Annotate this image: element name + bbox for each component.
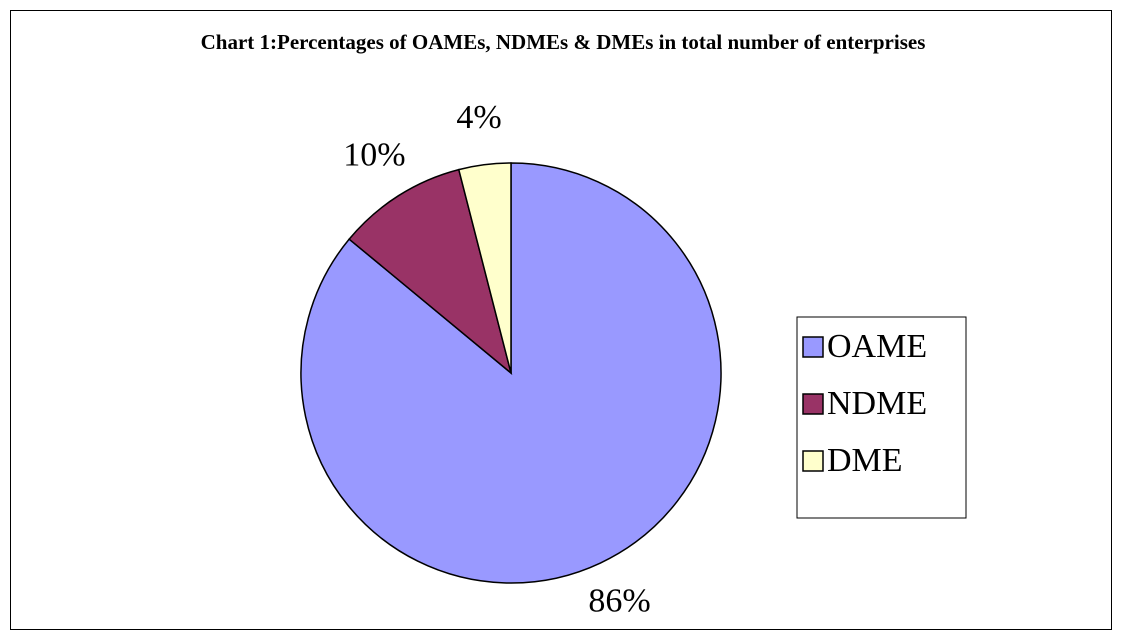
chart-title: Chart 1:Percentages of OAMEs, NDMEs & DM…: [200, 30, 926, 54]
data-label: 86%: [588, 583, 650, 619]
legend-swatch: [802, 336, 824, 358]
legend-swatch: [802, 393, 824, 415]
pie-slice: [457, 162, 512, 374]
data-label: 10%: [343, 136, 405, 173]
legend-label: OAME: [827, 328, 927, 365]
pie-slice: [300, 162, 722, 584]
legend-label: DME: [827, 442, 903, 479]
legend-label: NDME: [827, 385, 927, 422]
pie-slice: [348, 168, 513, 376]
data-label: 4%: [456, 99, 501, 136]
legend-swatch: [802, 450, 824, 472]
legend-box: [796, 316, 967, 519]
